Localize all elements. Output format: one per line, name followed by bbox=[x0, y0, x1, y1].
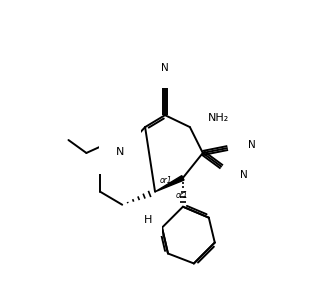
Text: N: N bbox=[116, 147, 124, 157]
Text: N: N bbox=[240, 170, 247, 180]
Text: or1: or1 bbox=[176, 191, 189, 200]
Text: NH₂: NH₂ bbox=[208, 113, 229, 123]
Text: F: F bbox=[145, 215, 151, 225]
Text: N: N bbox=[161, 64, 169, 74]
Text: or1: or1 bbox=[160, 176, 173, 185]
Text: N: N bbox=[248, 140, 256, 150]
Text: H: H bbox=[144, 215, 152, 225]
Polygon shape bbox=[155, 176, 184, 192]
